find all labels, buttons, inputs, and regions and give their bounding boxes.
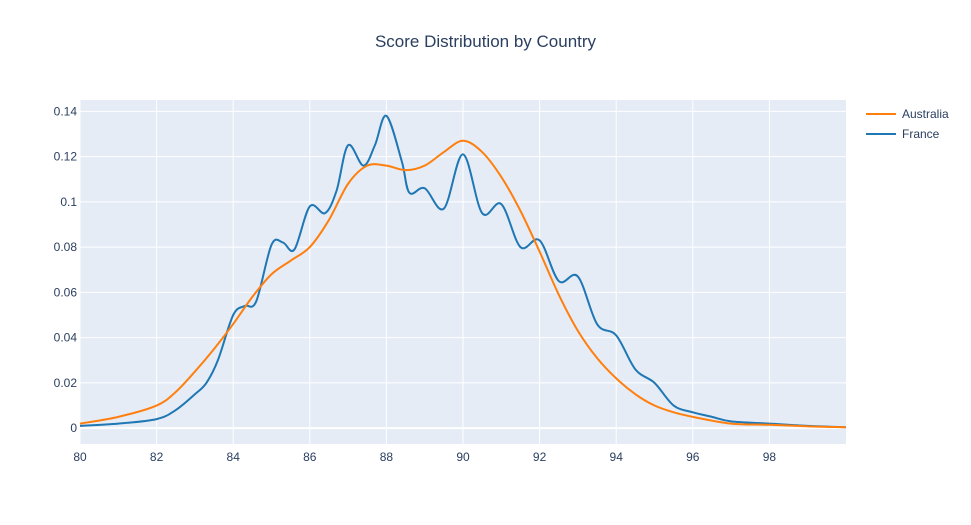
x-tick-label: 92	[533, 450, 547, 464]
series-line-australia[interactable]	[79, 139, 847, 429]
x-tick-label: 90	[456, 450, 470, 464]
x-axis-ticks: 80 82 84 86 88 90 92 94 96 98	[73, 450, 776, 464]
x-tick-label: 96	[686, 450, 700, 464]
y-tick-label: 0.04	[54, 331, 78, 345]
y-tick-label: 0.1	[60, 195, 77, 209]
x-tick-label: 84	[227, 450, 241, 464]
x-tick-label: 98	[763, 450, 777, 464]
series-layer	[79, 114, 847, 429]
y-tick-label: 0.06	[54, 285, 78, 299]
y-tick-label: 0.12	[54, 150, 78, 164]
legend[interactable]: Australia France	[866, 107, 949, 141]
x-tick-label: 82	[150, 450, 164, 464]
x-tick-label: 80	[73, 450, 87, 464]
chart-title: Score Distribution by Country	[374, 32, 597, 51]
x-tick-label: 86	[303, 450, 317, 464]
legend-label: France	[902, 127, 940, 141]
y-tick-label: 0.02	[54, 376, 78, 390]
y-axis-ticks: 0 0.02 0.04 0.06 0.08 0.1 0.12 0.14	[54, 104, 78, 435]
grid	[79, 100, 846, 444]
legend-label: Australia	[902, 107, 949, 121]
y-tick-label: 0.08	[54, 240, 78, 254]
legend-item-australia[interactable]: Australia	[866, 107, 949, 121]
legend-item-france[interactable]: France	[866, 127, 940, 141]
y-tick-label: 0	[70, 421, 77, 435]
series-line-france[interactable]	[79, 114, 847, 429]
x-tick-label: 94	[610, 450, 624, 464]
y-tick-label: 0.14	[54, 104, 78, 118]
x-tick-label: 88	[380, 450, 394, 464]
